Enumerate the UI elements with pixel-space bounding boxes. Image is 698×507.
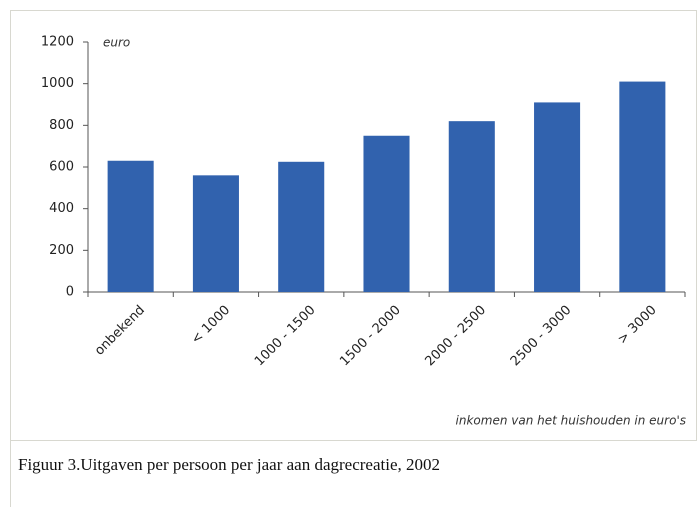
x-tick-label: 2500 - 3000 [508, 303, 575, 370]
bar [278, 161, 325, 292]
x-tick-label: < 1000 [189, 303, 234, 348]
y-tick-label: 200 [49, 243, 74, 258]
x-tick-label: 2000 - 2500 [423, 303, 490, 370]
bar [107, 160, 154, 292]
x-tick-label: > 3000 [615, 303, 660, 348]
bar [363, 135, 410, 292]
x-axis-label: inkomen van het huishouden in euro's [456, 414, 686, 428]
y-tick-label: 800 [49, 118, 74, 133]
y-tick-label: 400 [49, 201, 74, 216]
y-tick-label: 0 [66, 285, 74, 300]
bar [448, 121, 495, 293]
y-tick-label: 1000 [41, 76, 74, 91]
x-tick-label: 1500 - 2000 [337, 303, 404, 370]
bar [619, 81, 666, 292]
y-unit: euro [103, 36, 130, 50]
x-tick-label: 1000 - 1500 [252, 303, 319, 370]
bar [192, 175, 239, 292]
y-tick-label: 1200 [41, 35, 74, 50]
caption: Figuur 3.Uitgaven per persoon per jaar a… [18, 455, 440, 474]
y-tick-label: 600 [49, 160, 74, 175]
chart-frame [10, 10, 697, 441]
bar [534, 102, 581, 293]
x-tick-label: onbekend [92, 303, 148, 359]
